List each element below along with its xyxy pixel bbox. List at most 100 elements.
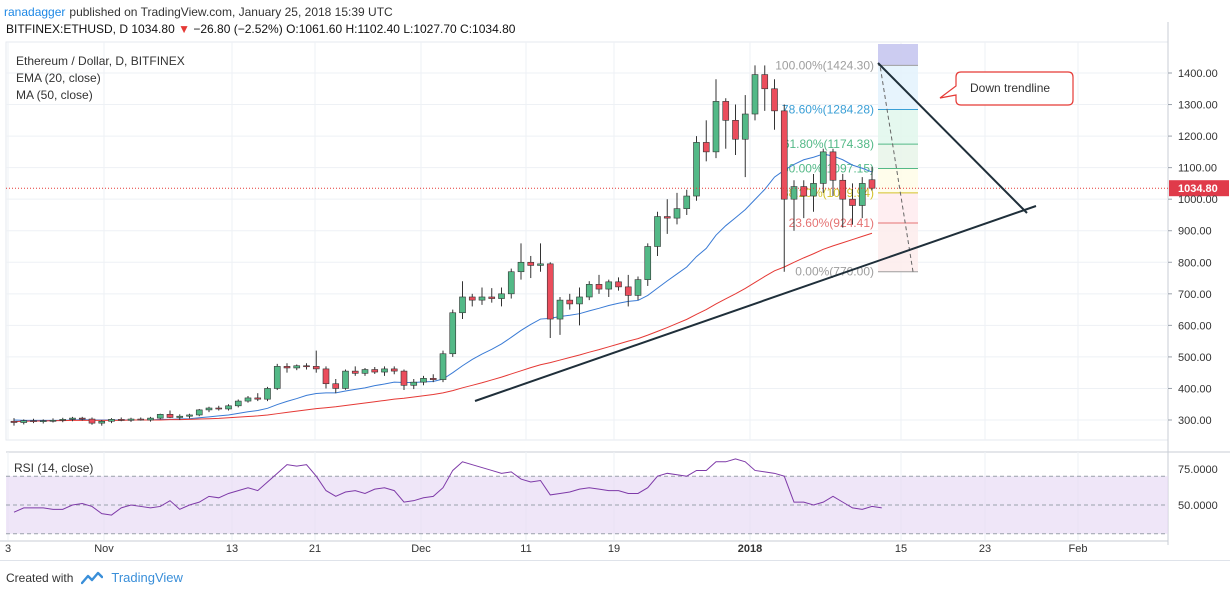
candle xyxy=(780,104,788,272)
candle xyxy=(507,268,515,299)
time-tick-label: 11 xyxy=(520,543,531,555)
candle-body xyxy=(98,420,106,424)
candle xyxy=(839,173,847,228)
candle xyxy=(293,364,301,371)
candle xyxy=(683,189,691,215)
candle xyxy=(371,367,379,374)
candle xyxy=(283,363,291,373)
candle-body xyxy=(498,293,505,299)
candle xyxy=(312,350,320,373)
candle-body xyxy=(478,296,486,301)
price-tick-label: 1000.00 xyxy=(1178,194,1218,206)
candle xyxy=(420,375,427,386)
candle-body xyxy=(507,271,515,295)
callout-text: Down trendline xyxy=(970,81,1050,95)
candle-body xyxy=(615,281,622,288)
fib-zone xyxy=(878,144,918,169)
candle-body xyxy=(702,142,710,153)
candle xyxy=(595,274,603,294)
candle-body xyxy=(663,216,671,219)
candle xyxy=(712,79,720,159)
candle-body xyxy=(10,420,18,423)
tradingview-brand[interactable]: TradingView xyxy=(111,570,183,585)
candle xyxy=(361,367,369,376)
candle-body xyxy=(147,417,154,421)
candle xyxy=(322,366,330,389)
candle-body xyxy=(400,370,408,386)
publisher-name[interactable]: ranadagger xyxy=(4,5,66,19)
candle xyxy=(751,65,759,121)
candle-body xyxy=(303,365,310,368)
ohlc-low: L:1027.70 xyxy=(403,22,457,36)
candle-body xyxy=(741,113,749,140)
fib-zone xyxy=(878,192,918,224)
candle xyxy=(849,183,856,225)
candle-body xyxy=(20,420,28,423)
candle-body xyxy=(839,179,847,200)
candle-body xyxy=(810,183,817,197)
candle-body xyxy=(780,110,788,200)
candle xyxy=(488,288,496,303)
candle xyxy=(390,366,398,375)
candle-body xyxy=(439,353,447,380)
callout-bubble xyxy=(939,71,1074,106)
ohlc-open: O:1061.60 xyxy=(286,22,343,36)
candle xyxy=(771,79,778,130)
fib-level-label: 61.80%(1174.38) xyxy=(783,137,874,151)
candle xyxy=(663,199,671,234)
candle-body xyxy=(332,383,340,389)
rsi-legend: RSI (14, close) xyxy=(14,461,93,475)
legend-title: Ethereum / Dollar, D, BITFINEX xyxy=(16,54,185,68)
candle-body xyxy=(732,120,739,140)
candle xyxy=(303,363,310,370)
candle xyxy=(439,350,447,383)
change-arrow-icon: ▼ xyxy=(178,22,190,36)
current-price-tag xyxy=(1169,180,1229,197)
candle xyxy=(654,211,661,256)
candle xyxy=(39,419,47,424)
candle xyxy=(117,417,125,422)
candle xyxy=(576,287,583,326)
candle-body xyxy=(556,299,564,320)
price-tick-label: 300.00 xyxy=(1178,415,1212,427)
candle-body xyxy=(244,397,252,402)
candle-body xyxy=(166,414,174,418)
candle xyxy=(449,309,457,357)
candle-body xyxy=(829,151,837,181)
candle xyxy=(810,173,817,212)
candle-body xyxy=(644,246,652,280)
candle-body xyxy=(849,198,856,206)
candle xyxy=(566,293,574,310)
candle xyxy=(858,177,866,219)
candle xyxy=(78,416,86,421)
candle xyxy=(819,148,827,193)
candle xyxy=(790,180,798,231)
fib-level-label: 100.00%(1424.30) xyxy=(775,58,874,72)
candle xyxy=(264,386,271,402)
symbol-bar: BITFINEX:ETHUSD, D 1034.80 ▼ −26.80 (−2.… xyxy=(6,22,515,36)
down-trendline xyxy=(877,62,1028,214)
price-tick-label: 1400.00 xyxy=(1178,68,1218,80)
candle xyxy=(741,95,749,178)
candle xyxy=(468,293,476,307)
candlestick-chart[interactable]: 100.00%(1424.30) 78.60%(1284.28) 61.80%(11… xyxy=(0,0,1230,560)
candle-body xyxy=(371,369,379,373)
candle-body xyxy=(78,417,86,420)
candle-body xyxy=(390,368,398,372)
symbol-name: BITFINEX:ETHUSD, D xyxy=(6,22,129,36)
candle-body xyxy=(624,286,632,296)
candle xyxy=(400,369,408,391)
candle xyxy=(381,366,388,376)
price-tick-label: 1200.00 xyxy=(1178,131,1218,143)
candle xyxy=(137,417,145,421)
candle xyxy=(702,120,710,162)
fib-level-label: 23.60%(924.41) xyxy=(789,216,874,230)
candle-body xyxy=(361,369,369,374)
time-tick-label: 2018 xyxy=(738,543,762,555)
price-change: −26.80 (−2.52%) xyxy=(193,22,283,36)
candle-body xyxy=(39,420,47,422)
candle xyxy=(624,274,632,307)
candle xyxy=(556,296,564,335)
candle-body xyxy=(527,261,535,266)
candle-body xyxy=(537,263,544,266)
